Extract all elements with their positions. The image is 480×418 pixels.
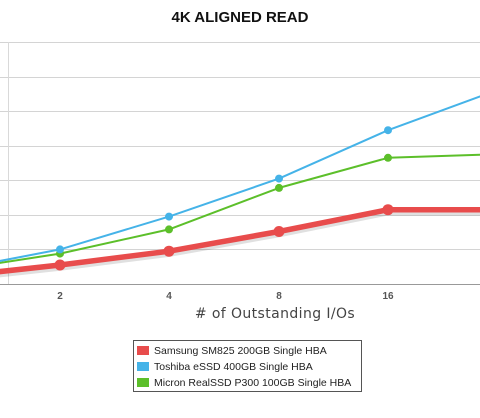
series-toshiba-point-16	[384, 126, 392, 135]
x-tick-label-16: 16	[382, 291, 394, 302]
series-samsung-point-2	[54, 259, 66, 271]
series-toshiba-point-4	[165, 212, 173, 221]
legend-item-samsung: Samsung SM825 200GB Single HBA	[137, 343, 361, 359]
legend-label-toshiba: Toshiba eSSD 400GB Single HBA	[154, 361, 313, 373]
x-ticks: 2 4 8 16	[57, 291, 394, 302]
x-tick-label-8: 8	[276, 291, 282, 302]
series-micron-point-16	[384, 153, 392, 162]
legend-item-toshiba: Toshiba eSSD 400GB Single HBA	[137, 359, 361, 375]
legend-item-micron: Micron RealSSD P300 100GB Single HBA	[137, 375, 361, 391]
legend-label-samsung: Samsung SM825 200GB Single HBA	[154, 345, 327, 357]
chart-title: 4K ALIGNED READ	[171, 9, 309, 26]
series-toshiba-line	[0, 95, 480, 262]
series-micron-line	[0, 153, 480, 264]
series-samsung-point-8	[273, 226, 285, 237]
series-toshiba-point-8	[275, 174, 283, 183]
gridlines	[0, 42, 480, 285]
legend: Samsung SM825 200GB Single HBA Toshiba e…	[133, 340, 362, 392]
x-tick-label-2: 2	[57, 291, 63, 302]
series-toshiba-point-2	[56, 245, 64, 254]
x-axis-title: # of Outstanding I/Os	[194, 306, 356, 322]
series-samsung-point-4	[163, 245, 175, 257]
legend-swatch-samsung	[137, 346, 149, 355]
legend-label-micron: Micron RealSSD P300 100GB Single HBA	[154, 377, 352, 389]
series-samsung-line	[0, 206, 480, 275]
series-micron-point-4	[165, 225, 173, 234]
series-samsung-point-16	[382, 204, 394, 216]
legend-swatch-toshiba	[137, 362, 149, 371]
legend-swatch-micron	[137, 378, 149, 387]
series-samsung	[0, 204, 480, 278]
x-tick-label-4: 4	[166, 291, 172, 302]
series-lines	[0, 95, 480, 278]
series-toshiba	[0, 95, 480, 262]
series-micron-point-8	[275, 183, 283, 192]
